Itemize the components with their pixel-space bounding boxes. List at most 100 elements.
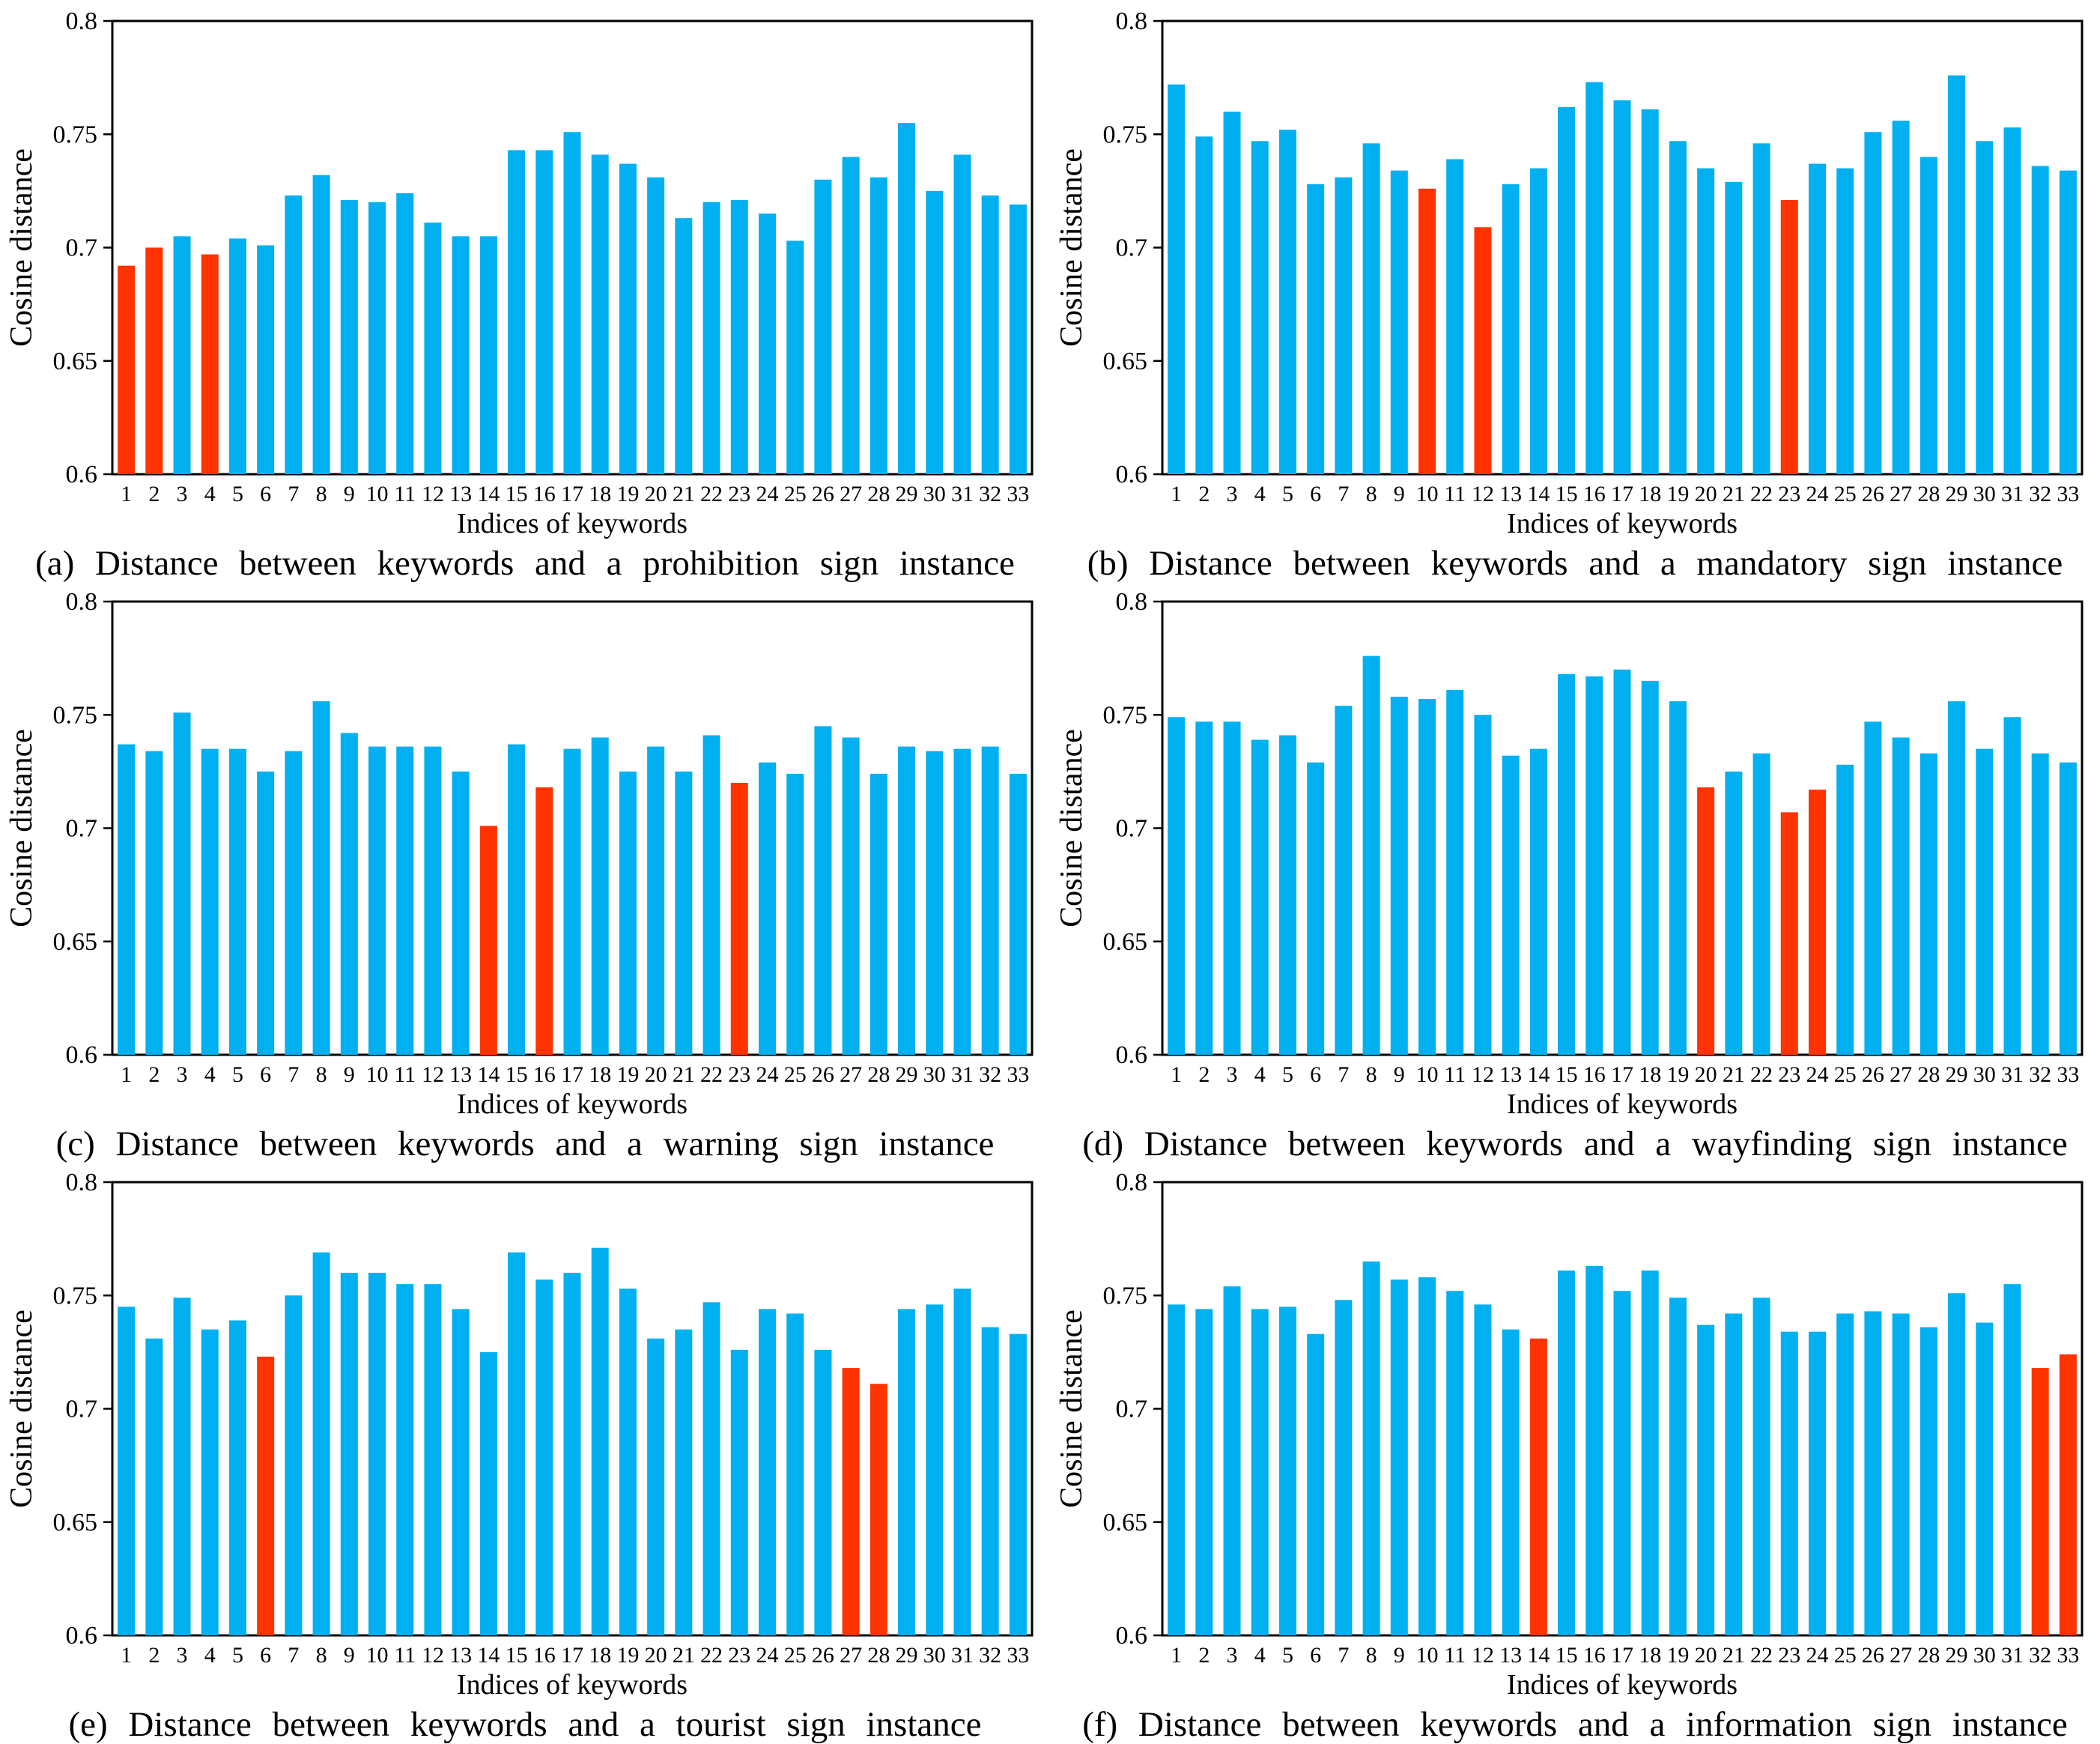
x-tick-label: 9 xyxy=(1394,1062,1405,1087)
bar-highlighted xyxy=(1418,188,1436,474)
bar xyxy=(1502,1329,1520,1635)
x-tick-label: 21 xyxy=(673,1062,695,1087)
bar xyxy=(508,150,526,475)
x-tick-label: 27 xyxy=(1890,1062,1912,1087)
bar xyxy=(647,746,665,1055)
bar xyxy=(1362,1261,1380,1635)
x-tick-label: 4 xyxy=(204,1062,216,1087)
bar xyxy=(758,1309,776,1635)
x-tick-label: 11 xyxy=(394,482,416,506)
x-tick-label: 24 xyxy=(756,482,778,506)
bar-highlighted xyxy=(1697,787,1715,1055)
x-tick-label: 6 xyxy=(260,1062,271,1087)
bar xyxy=(1864,132,1882,474)
x-tick-label: 32 xyxy=(979,1062,1001,1087)
bar-highlighted xyxy=(118,265,136,474)
bar-highlighted xyxy=(1780,812,1798,1055)
panel-e: 0.8 0.75 0.7 0.65 0.6 1 2 3 4 5 6 7 8 9 10 11 12 13 14 15 16… xyxy=(0,1161,1050,1743)
x-tick-label: 32 xyxy=(979,482,1001,506)
bar xyxy=(786,240,804,474)
bar xyxy=(953,154,971,474)
x-tick-label: 27 xyxy=(840,1643,862,1668)
bar xyxy=(926,751,944,1055)
x-axis-title: Indices of keywords xyxy=(1507,508,1738,539)
x-tick-label: 22 xyxy=(1750,1062,1773,1087)
bar xyxy=(479,1351,497,1635)
bar-highlighted xyxy=(1780,199,1798,474)
bar xyxy=(1278,735,1296,1055)
x-tick-label: 22 xyxy=(700,1062,723,1087)
x-tick-label: 2 xyxy=(1198,482,1210,506)
x-tick-label: 27 xyxy=(840,1062,862,1087)
y-tick-label: 0.65 xyxy=(1103,928,1148,956)
x-tick-label: 17 xyxy=(561,1062,583,1087)
bar xyxy=(2003,1284,2021,1635)
x-tick-label: 7 xyxy=(288,1062,299,1087)
bar xyxy=(1307,184,1325,475)
x-tick-label: 2 xyxy=(1198,1062,1210,1087)
x-tick-label: 29 xyxy=(896,1062,918,1087)
x-tick-label: 5 xyxy=(232,1643,243,1668)
bar xyxy=(1864,721,1882,1055)
x-tick-label: 26 xyxy=(1862,482,1884,506)
x-tick-label: 21 xyxy=(673,482,695,506)
x-tick-label: 7 xyxy=(288,482,299,506)
x-axis-title: Indices of keywords xyxy=(1507,1669,1738,1701)
x-tick-label: 25 xyxy=(1834,482,1857,506)
x-tick-label: 13 xyxy=(1499,1643,1522,1668)
x-tick-label: 24 xyxy=(756,1062,778,1087)
bar xyxy=(145,751,163,1055)
x-tick-label: 20 xyxy=(1695,1062,1717,1087)
bar xyxy=(1195,1309,1213,1635)
bar-highlighted xyxy=(842,1368,860,1635)
x-tick-label: 9 xyxy=(344,482,355,506)
bar xyxy=(1418,1277,1436,1635)
x-tick-label: 5 xyxy=(232,482,243,506)
x-tick-label: 26 xyxy=(812,1643,834,1668)
bar xyxy=(340,199,358,474)
x-tick-label: 30 xyxy=(923,1643,946,1668)
bar xyxy=(1641,1270,1659,1635)
panel-c: 0.8 0.75 0.7 0.65 0.6 1 2 3 4 5 6 7 8 9 10 11 12 13 14 15 16… xyxy=(0,581,1050,1162)
panel-caption: (f) Distance between keywords and a info… xyxy=(1082,1705,2068,1744)
bar-highlighted xyxy=(535,787,553,1055)
x-tick-label: 8 xyxy=(316,1062,327,1087)
bar xyxy=(1752,753,1770,1055)
bar-highlighted xyxy=(479,826,497,1055)
x-tick-label: 1 xyxy=(121,1062,132,1087)
x-tick-label: 3 xyxy=(1227,1643,1238,1668)
x-tick-label: 19 xyxy=(616,482,639,506)
bar xyxy=(1251,1309,1269,1635)
bar xyxy=(1976,1322,1994,1635)
x-tick-label: 18 xyxy=(1639,482,1661,506)
x-tick-label: 20 xyxy=(1695,1643,1717,1668)
bar xyxy=(368,1273,386,1635)
bar xyxy=(396,1284,414,1635)
x-tick-label: 15 xyxy=(506,1062,528,1087)
x-tick-label: 11 xyxy=(394,1643,416,1668)
x-tick-label: 30 xyxy=(1973,1643,1996,1668)
bar xyxy=(1195,721,1213,1055)
bar xyxy=(563,748,581,1055)
y-tick-label: 0.65 xyxy=(1103,348,1148,375)
bar xyxy=(675,1329,693,1635)
x-tick-label: 13 xyxy=(449,1062,472,1087)
bar xyxy=(702,735,720,1055)
x-tick-label: 16 xyxy=(1583,482,1606,506)
y-tick-label: 0.65 xyxy=(53,1509,98,1536)
x-tick-label: 33 xyxy=(2057,482,2079,506)
bar xyxy=(1558,673,1576,1055)
x-tick-label: 26 xyxy=(1862,1062,1884,1087)
y-tick-label: 0.8 xyxy=(66,588,98,616)
x-tick-label: 7 xyxy=(1338,1062,1349,1087)
bar xyxy=(1335,706,1353,1055)
bar xyxy=(591,1247,609,1635)
bar xyxy=(368,746,386,1055)
x-tick-label: 23 xyxy=(1778,1062,1800,1087)
x-tick-label: 31 xyxy=(951,1643,974,1668)
bar xyxy=(368,202,386,474)
x-tick-label: 6 xyxy=(1310,1643,1321,1668)
x-tick-label: 29 xyxy=(896,482,918,506)
x-tick-label: 25 xyxy=(1834,1062,1857,1087)
x-tick-label: 2 xyxy=(148,1062,160,1087)
